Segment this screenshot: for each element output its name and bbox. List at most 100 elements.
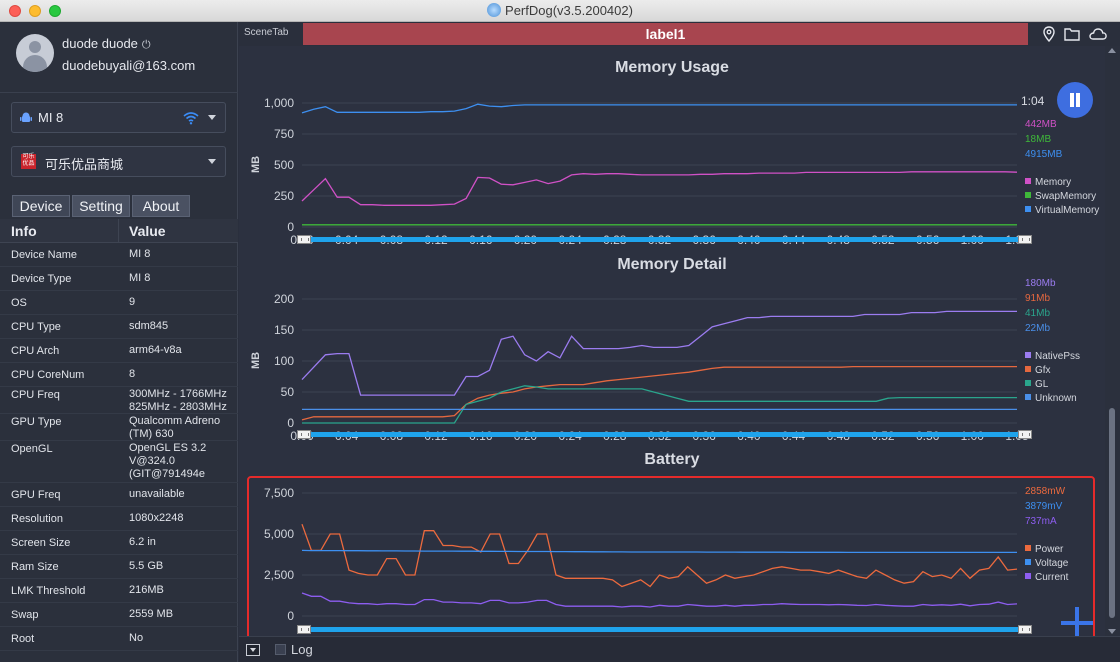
y-tick-label: 500 <box>274 158 294 172</box>
logout-power-icon[interactable]: ⏻ <box>141 39 151 51</box>
legend-item[interactable]: GL <box>1025 379 1080 393</box>
table-row: Resolution 1080x2248 <box>0 507 238 531</box>
pause-button[interactable] <box>1057 82 1093 118</box>
info-key: CPU Arch <box>11 345 60 357</box>
y-tick-label: 7,500 <box>264 486 294 500</box>
legend-swatch <box>1025 366 1031 372</box>
range-end-handle[interactable] <box>1018 235 1032 244</box>
app-icon: 可乐优品 <box>21 154 36 169</box>
toolbar-icons <box>1042 26 1112 42</box>
range-end-handle[interactable] <box>1018 625 1032 634</box>
legend-item[interactable]: Unknown <box>1025 393 1080 407</box>
legend-label: Unknown <box>1035 393 1077 404</box>
memory-usage-range-slider[interactable] <box>297 235 1032 244</box>
series-line-power <box>301 523 1018 588</box>
legend-spacer <box>1025 338 1080 351</box>
maximize-window-button[interactable] <box>49 5 61 17</box>
android-icon <box>20 112 32 122</box>
window-title: PerfDog(v3.5.200402) <box>505 3 633 18</box>
range-start-handle[interactable] <box>297 625 311 634</box>
vertical-scrollbar[interactable] <box>1105 46 1120 636</box>
info-key: OpenGL <box>11 443 53 455</box>
range-start-handle[interactable] <box>297 235 311 244</box>
legend-item[interactable]: Power <box>1025 544 1068 558</box>
legend-value: 442MB <box>1025 119 1057 130</box>
battery-legend: 2858mW 3879mV 737mA Power Voltage Current <box>1025 486 1068 586</box>
series-line-gl <box>302 385 1017 424</box>
table-row: CPU CoreNum 8 <box>0 363 238 387</box>
legend-swatch <box>1025 206 1031 212</box>
tab-about[interactable]: About <box>132 195 190 217</box>
legend-item[interactable]: Memory <box>1025 177 1099 191</box>
minimize-window-button[interactable] <box>29 5 41 17</box>
tab-device[interactable]: Device <box>12 195 70 217</box>
cloud-icon[interactable] <box>1088 26 1108 42</box>
legend-item[interactable]: Voltage <box>1025 558 1068 572</box>
scrollbar-thumb[interactable] <box>1109 408 1115 618</box>
legend-item[interactable]: Current <box>1025 572 1068 586</box>
legend-swatch <box>1025 380 1031 386</box>
scene-tab[interactable]: SceneTab <box>244 27 289 38</box>
legend-item[interactable]: VirtualMemory <box>1025 205 1099 219</box>
scroll-up-arrow-icon[interactable] <box>1108 48 1116 53</box>
y-tick-label: 250 <box>274 189 294 203</box>
battery-range-slider[interactable] <box>297 625 1032 634</box>
device-select[interactable]: MI 8 <box>11 102 226 133</box>
info-key: OS <box>11 297 27 309</box>
legend-item[interactable]: NativePss <box>1025 351 1080 365</box>
app-select-value: 可乐优品商城 <box>45 157 124 172</box>
table-row: GPU Type Qualcomm Adreno (TM) 630 <box>0 414 238 441</box>
info-value: 216MB <box>129 584 164 596</box>
range-end-handle[interactable] <box>1018 430 1032 439</box>
info-value: 1080x2248 <box>129 512 184 524</box>
info-value: 6.2 in <box>129 536 156 548</box>
legend-value: 737mA <box>1025 516 1057 527</box>
add-chart-plus-icon[interactable] <box>1061 607 1093 639</box>
legend-item[interactable]: Gfx <box>1025 365 1080 379</box>
series-line-current <box>301 592 1018 608</box>
battery-chart: 7,5005,0002,50000:000:040:080:120:160:20… <box>239 441 1105 621</box>
y-axis-label: MB <box>250 352 262 369</box>
expand-toggle-icon[interactable] <box>246 644 260 656</box>
close-window-button[interactable] <box>9 5 21 17</box>
table-row: LMK Threshold 216MB <box>0 579 238 603</box>
battery-highlight-box <box>247 476 1095 644</box>
range-start-handle[interactable] <box>297 430 311 439</box>
info-value: 8 <box>129 368 136 380</box>
legend-item[interactable]: SwapMemory <box>1025 191 1099 205</box>
info-key: CPU Type <box>11 321 61 333</box>
memory-detail-legend: 180Mb 91Mb 41Mb 22Mb NativePss Gfx GL Unknown <box>1025 278 1080 407</box>
series-line-nativepss <box>301 310 1017 396</box>
scene-label[interactable]: label1 <box>303 23 1028 45</box>
info-key: Screen Size <box>11 537 71 549</box>
legend-spacer <box>1025 164 1099 177</box>
app-select[interactable]: 可乐优品 可乐优品商城 <box>11 146 226 177</box>
scroll-down-arrow-icon[interactable] <box>1108 629 1116 634</box>
user-name-row: duode duode ⏻ <box>62 36 151 52</box>
y-tick-label: 200 <box>274 292 294 306</box>
table-row: Screen Size 6.2 in <box>0 531 238 555</box>
info-value: Qualcomm Adreno (TM) 630 <box>129 415 221 440</box>
y-tick-label: 100 <box>274 354 294 368</box>
y-tick-label: 0 <box>287 220 294 234</box>
series-line-voltage <box>301 549 1017 554</box>
divider <box>0 92 238 93</box>
legend-swatch <box>1025 192 1031 198</box>
legend-value: 4915MB <box>1025 149 1063 160</box>
main-panel: SceneTab label1 1,0007505002500MB0:000:0… <box>239 22 1120 662</box>
chevron-down-icon <box>208 115 216 120</box>
log-checkbox[interactable] <box>275 644 286 655</box>
range-track <box>303 237 1026 242</box>
y-axis-label: MB <box>250 156 262 173</box>
tab-setting[interactable]: Setting <box>72 195 130 217</box>
user-profile: duode duode ⏻ duodebuyali@163.com <box>0 22 238 84</box>
y-tick-label: 0 <box>287 416 294 430</box>
memory-detail-range-slider[interactable] <box>297 430 1032 439</box>
avatar[interactable] <box>16 34 54 72</box>
memory-detail-plot[interactable]: 200150100500MB0:000:040:080:120:160:200:… <box>239 246 1105 441</box>
folder-icon[interactable] <box>1064 26 1080 42</box>
legend-value: 180Mb <box>1025 278 1056 289</box>
battery-plot[interactable]: 7,5005,0002,50000:000:040:080:120:160:20… <box>239 441 1105 621</box>
location-pin-icon[interactable] <box>1042 26 1056 42</box>
table-row: OpenGL OpenGL ES 3.2 V@324.0 (GIT@791494e <box>0 441 238 483</box>
